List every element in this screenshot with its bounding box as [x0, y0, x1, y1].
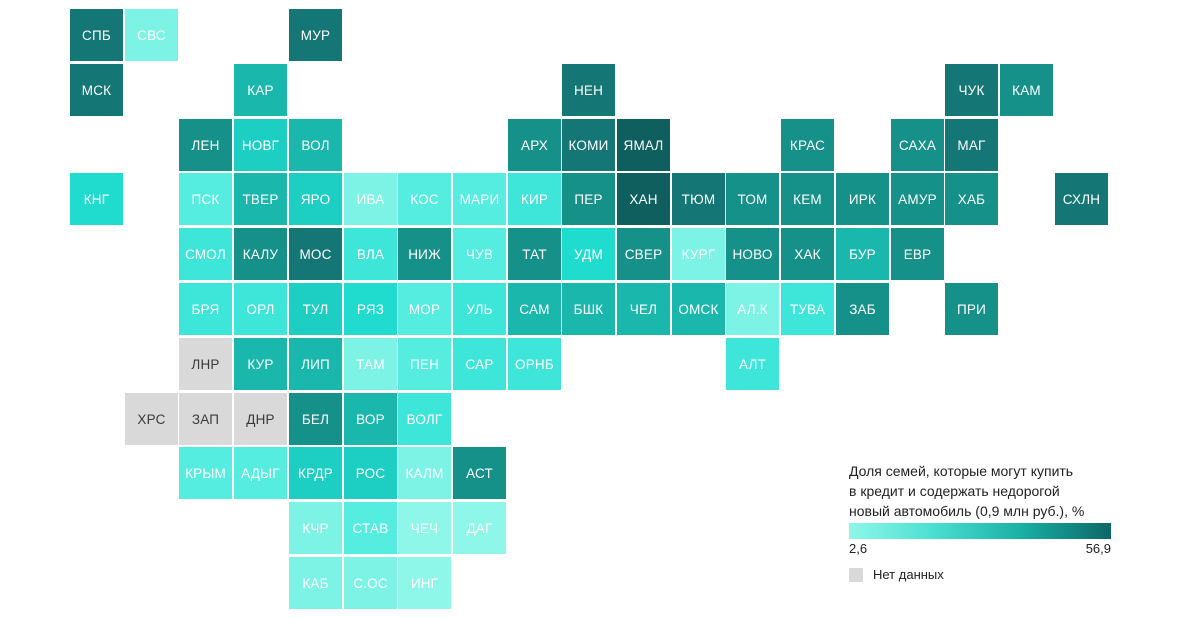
- region-tile-62: ЛНР: [179, 338, 232, 390]
- region-tile-43: КУРГ: [672, 228, 725, 280]
- region-tile-18: ПСК: [179, 173, 232, 225]
- region-tile-41: УДМ: [562, 228, 615, 280]
- region-tile-37: ВЛА: [344, 228, 397, 280]
- region-tile-15: САХА: [891, 119, 944, 171]
- region-tile-35: КАЛУ: [234, 228, 287, 280]
- region-tile-32: ХАБ: [945, 173, 998, 225]
- region-tile-10: ВОЛ: [289, 119, 342, 171]
- region-tile-63: КУР: [234, 338, 287, 390]
- legend-title: Доля семей, которые могут купить в креди…: [849, 463, 1085, 519]
- region-tile-77: АДЫГ: [234, 447, 287, 499]
- region-tile-67: САР: [453, 338, 506, 390]
- region-tile-22: КОС: [398, 173, 451, 225]
- region-tile-54: САМ: [508, 283, 561, 335]
- region-tile-58: АЛ.К: [726, 283, 779, 335]
- region-tile-6: ЧУК: [945, 64, 998, 116]
- region-tile-83: СТАВ: [344, 502, 397, 554]
- legend-color-scale: [849, 523, 1111, 539]
- region-tile-59: ТУВА: [781, 283, 834, 335]
- legend-max-label: 56,9: [1085, 541, 1111, 556]
- region-tile-21: ИВА: [344, 173, 397, 225]
- region-tile-88: ИНГ: [398, 557, 451, 609]
- region-tile-70: ХРС: [125, 393, 178, 445]
- region-tile-2: МУР: [289, 9, 342, 61]
- region-tile-31: АМУР: [891, 173, 944, 225]
- region-tile-9: НОВГ: [234, 119, 287, 171]
- region-tile-13: ЯМАЛ: [617, 119, 670, 171]
- region-tile-50: ТУЛ: [289, 283, 342, 335]
- region-tile-82: КЧР: [289, 502, 342, 554]
- region-tile-40: ТАТ: [508, 228, 561, 280]
- region-tile-56: ЧЕЛ: [617, 283, 670, 335]
- region-tile-60: ЗАБ: [836, 283, 889, 335]
- region-tile-53: УЛЬ: [453, 283, 506, 335]
- region-tile-80: КАЛМ: [398, 447, 451, 499]
- region-tile-30: ИРК: [836, 173, 889, 225]
- region-tile-26: ХАН: [617, 173, 670, 225]
- region-tile-68: ОРНБ: [508, 338, 561, 390]
- region-tile-39: ЧУВ: [453, 228, 506, 280]
- legend-no-data: Нет данных: [849, 567, 1111, 582]
- region-tile-14: КРАС: [781, 119, 834, 171]
- region-tile-33: СХЛН: [1055, 173, 1108, 225]
- region-tile-19: ТВЕР: [234, 173, 287, 225]
- no-data-swatch: [849, 567, 863, 582]
- region-tile-45: ХАК: [781, 228, 834, 280]
- region-tile-36: МОС: [289, 228, 342, 280]
- region-tile-24: КИР: [508, 173, 561, 225]
- region-tile-75: ВОЛГ: [398, 393, 451, 445]
- region-tile-49: ОРЛ: [234, 283, 287, 335]
- region-tile-65: ТАМ: [344, 338, 397, 390]
- region-tile-71: ЗАП: [179, 393, 232, 445]
- region-tile-61: ПРИ: [945, 283, 998, 335]
- no-data-label: Нет данных: [873, 567, 944, 582]
- region-tile-51: РЯЗ: [344, 283, 397, 335]
- region-tile-44: НОВО: [726, 228, 779, 280]
- region-tile-5: НЕН: [562, 64, 615, 116]
- region-tile-87: С.ОС: [344, 557, 397, 609]
- region-tile-47: ЕВР: [891, 228, 944, 280]
- region-tile-69: АЛТ: [726, 338, 779, 390]
- region-tile-4: КАР: [234, 64, 287, 116]
- legend-min-label: 2,6: [849, 541, 868, 556]
- region-tile-8: ЛЕН: [179, 119, 232, 171]
- legend: Доля семей, которые могут купить в креди…: [849, 461, 1111, 582]
- region-tile-1: СВС: [125, 9, 178, 61]
- region-tile-42: СВЕР: [617, 228, 670, 280]
- region-tile-84: ЧЕЧ: [398, 502, 451, 554]
- region-tile-23: МАРИ: [453, 173, 506, 225]
- region-tile-3: МСК: [70, 64, 123, 116]
- region-tile-78: КРДР: [289, 447, 342, 499]
- region-tile-29: КЕМ: [781, 173, 834, 225]
- region-tile-76: КРЫМ: [179, 447, 232, 499]
- region-tile-86: КАБ: [289, 557, 342, 609]
- region-tile-57: ОМСК: [672, 283, 725, 335]
- region-tile-28: ТОМ: [726, 173, 779, 225]
- region-tile-52: МОР: [398, 283, 451, 335]
- region-tile-85: ДАГ: [453, 502, 506, 554]
- region-tile-74: ВОР: [344, 393, 397, 445]
- region-tile-79: РОС: [344, 447, 397, 499]
- region-tile-0: СПБ: [70, 9, 123, 61]
- region-tile-46: БУР: [836, 228, 889, 280]
- region-tile-66: ПЕН: [398, 338, 451, 390]
- region-tile-7: КАМ: [1000, 64, 1053, 116]
- legend-scale-labels: 2,6 56,9: [849, 541, 1111, 556]
- region-tile-17: КНГ: [70, 173, 123, 225]
- region-tile-27: ТЮМ: [672, 173, 725, 225]
- region-tile-20: ЯРО: [289, 173, 342, 225]
- region-tile-38: НИЖ: [398, 228, 451, 280]
- region-tile-11: АРХ: [508, 119, 561, 171]
- region-tile-72: ДНР: [234, 393, 287, 445]
- region-tile-64: ЛИП: [289, 338, 342, 390]
- region-tile-81: АСТ: [453, 447, 506, 499]
- region-tile-12: КОМИ: [562, 119, 615, 171]
- region-tile-34: СМОЛ: [179, 228, 232, 280]
- region-tile-25: ПЕР: [562, 173, 615, 225]
- region-tile-48: БРЯ: [179, 283, 232, 335]
- region-tile-55: БШК: [562, 283, 615, 335]
- region-tile-73: БЕЛ: [289, 393, 342, 445]
- region-tile-16: МАГ: [945, 119, 998, 171]
